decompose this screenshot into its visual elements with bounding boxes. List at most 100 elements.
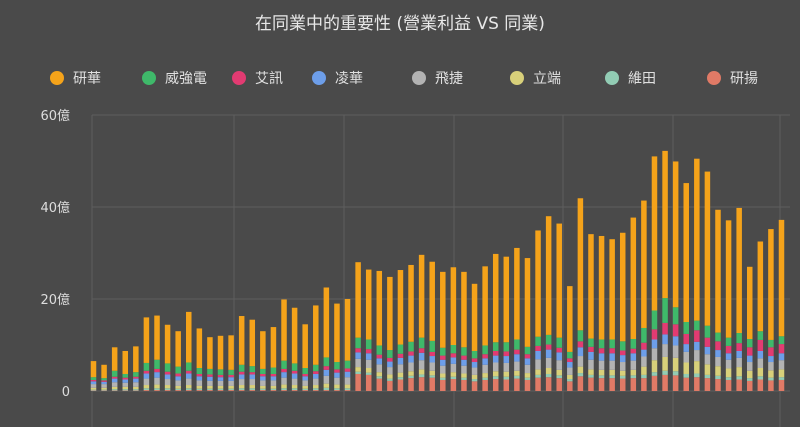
- bar-segment[interactable]: [535, 345, 541, 351]
- bar-segment[interactable]: [397, 344, 404, 354]
- bar-segment[interactable]: [524, 358, 531, 365]
- bar-segment[interactable]: [334, 372, 340, 378]
- bar-segment[interactable]: [492, 350, 499, 356]
- bar-segment[interactable]: [619, 362, 626, 371]
- bar-segment[interactable]: [503, 376, 510, 380]
- bar-segment[interactable]: [461, 379, 467, 391]
- bar-segment[interactable]: [154, 390, 160, 391]
- bar-segment[interactable]: [630, 348, 637, 354]
- bar-segment[interactable]: [376, 378, 383, 391]
- bar-segment[interactable]: [545, 216, 552, 335]
- bar-segment[interactable]: [376, 376, 383, 379]
- bar-segment[interactable]: [747, 378, 753, 381]
- bar-segment[interactable]: [440, 359, 446, 366]
- bar-segment[interactable]: [641, 356, 647, 367]
- bar-segment[interactable]: [461, 377, 467, 380]
- bar-segment[interactable]: [715, 379, 721, 391]
- bar-segment[interactable]: [651, 156, 658, 311]
- bar-segment[interactable]: [461, 365, 467, 374]
- bar-segment[interactable]: [619, 375, 626, 379]
- bar-segment[interactable]: [725, 379, 732, 391]
- bar-segment[interactable]: [630, 360, 637, 370]
- bar-segment[interactable]: [662, 298, 668, 323]
- bar-segment[interactable]: [694, 373, 700, 378]
- bar-segment[interactable]: [344, 299, 351, 361]
- bar-segment[interactable]: [334, 384, 340, 389]
- bar-segment[interactable]: [641, 200, 647, 328]
- bar-segment[interactable]: [365, 359, 372, 368]
- bar-segment[interactable]: [567, 367, 573, 375]
- bar-segment[interactable]: [440, 355, 446, 360]
- bar-segment[interactable]: [355, 373, 361, 391]
- bar-segment[interactable]: [662, 322, 668, 335]
- legend-item[interactable]: 飛捷: [412, 68, 463, 88]
- bar-segment[interactable]: [736, 350, 742, 358]
- bar-segment[interactable]: [260, 376, 266, 381]
- bar-segment[interactable]: [418, 360, 425, 370]
- bar-segment[interactable]: [387, 367, 393, 375]
- bar-segment[interactable]: [598, 360, 605, 370]
- bar-segment[interactable]: [609, 353, 615, 361]
- legend-item[interactable]: 艾訊: [232, 68, 283, 88]
- bar-segment[interactable]: [577, 198, 584, 331]
- bar-segment[interactable]: [598, 353, 605, 361]
- bar-segment[interactable]: [429, 370, 435, 376]
- bar-segment[interactable]: [514, 361, 520, 371]
- bar-segment[interactable]: [778, 219, 785, 337]
- bar-segment[interactable]: [143, 378, 150, 386]
- bar-segment[interactable]: [291, 363, 298, 371]
- bar-segment[interactable]: [450, 376, 457, 380]
- bar-segment[interactable]: [143, 385, 150, 389]
- bar-segment[interactable]: [672, 375, 679, 391]
- bar-segment[interactable]: [683, 333, 689, 345]
- bar-segment[interactable]: [334, 369, 340, 373]
- bar-segment[interactable]: [186, 373, 192, 379]
- bar-segment[interactable]: [281, 377, 287, 385]
- bar-segment[interactable]: [461, 359, 467, 366]
- bar-segment[interactable]: [556, 352, 562, 361]
- bar-segment[interactable]: [397, 357, 404, 365]
- bar-segment[interactable]: [217, 390, 224, 391]
- bar-segment[interactable]: [154, 368, 160, 373]
- bar-segment[interactable]: [694, 158, 700, 321]
- bar-segment[interactable]: [768, 362, 774, 371]
- bar-segment[interactable]: [270, 327, 277, 368]
- bar-segment[interactable]: [355, 358, 361, 368]
- bar-segment[interactable]: [154, 372, 160, 378]
- bar-segment[interactable]: [111, 382, 118, 387]
- bar-segment[interactable]: [281, 360, 287, 369]
- bar-segment[interactable]: [238, 388, 245, 391]
- bar-segment[interactable]: [122, 379, 129, 383]
- bar-segment[interactable]: [217, 380, 224, 386]
- bar-segment[interactable]: [440, 347, 446, 356]
- bar-segment[interactable]: [662, 370, 668, 375]
- bar-segment[interactable]: [111, 376, 118, 379]
- bar-segment[interactable]: [567, 381, 573, 391]
- bar-segment[interactable]: [164, 324, 171, 364]
- bar-segment[interactable]: [577, 341, 584, 348]
- bar-segment[interactable]: [450, 372, 457, 377]
- bar-segment[interactable]: [588, 346, 594, 352]
- bar-segment[interactable]: [482, 379, 488, 391]
- bar-segment[interactable]: [694, 377, 700, 391]
- bar-segment[interactable]: [408, 378, 414, 391]
- bar-segment[interactable]: [217, 388, 224, 391]
- bar-segment[interactable]: [630, 378, 637, 391]
- legend-item[interactable]: 立端: [510, 68, 561, 88]
- bar-segment[interactable]: [630, 369, 637, 376]
- bar-segment[interactable]: [535, 336, 541, 346]
- bar-segment[interactable]: [186, 370, 192, 374]
- bar-segment[interactable]: [228, 390, 234, 391]
- bar-segment[interactable]: [567, 351, 573, 359]
- bar-segment[interactable]: [323, 357, 330, 367]
- bar-segment[interactable]: [217, 374, 224, 378]
- bar-segment[interactable]: [524, 258, 531, 347]
- bar-segment[interactable]: [313, 388, 319, 391]
- bar-segment[interactable]: [514, 354, 520, 362]
- bar-segment[interactable]: [492, 253, 499, 343]
- bar-segment[interactable]: [175, 373, 181, 377]
- bar-segment[interactable]: [619, 355, 626, 363]
- bar-segment[interactable]: [207, 390, 213, 391]
- bar-segment[interactable]: [196, 328, 203, 368]
- bar-segment[interactable]: [313, 371, 319, 374]
